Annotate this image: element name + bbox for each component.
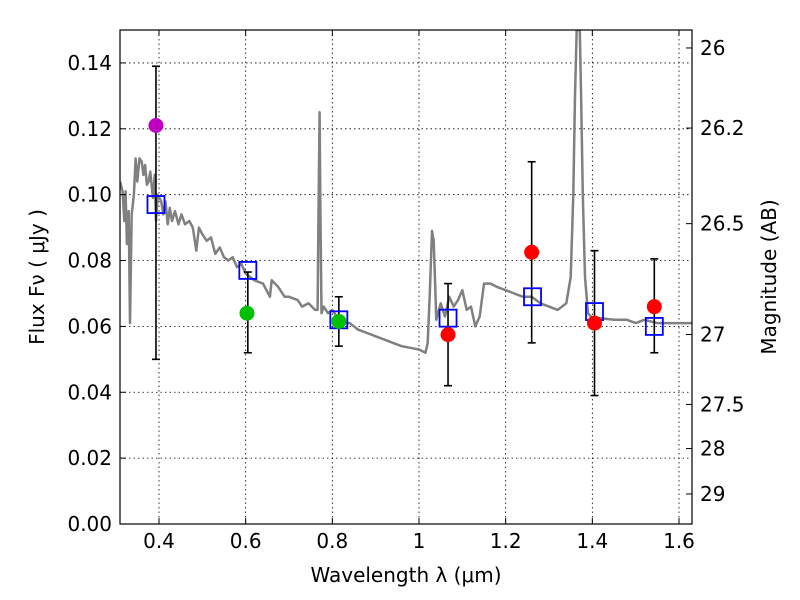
- x-tick-label: 1.2: [490, 529, 522, 553]
- photometry-point: [587, 315, 602, 331]
- model-point: [644, 316, 664, 336]
- x-tick-label: 0.6: [230, 529, 262, 553]
- y-tick-label: 0.00: [67, 512, 112, 536]
- photometry-point: [646, 299, 662, 315]
- model-point: [238, 261, 258, 280]
- y-tick-label: 0.04: [67, 380, 112, 404]
- photometry-point: [239, 305, 255, 321]
- model-points-layer: [146, 195, 664, 336]
- x-axis-ticks: 0.4 0.6 0.8 1 1.2 1.4 1.6: [143, 30, 695, 553]
- magnitude-axis-ticks: 26 26.2 26.5 27 27.5 28 29: [686, 36, 745, 506]
- y-tick-label: 0.02: [67, 446, 112, 470]
- spectrum-layer: [120, 30, 692, 354]
- magnitude-tick-label: 26: [700, 36, 725, 60]
- magnitude-tick-label: 29: [700, 482, 725, 506]
- y-axis-ticks: 0.00 0.02 0.04 0.06 0.08 0.10 0.12 0.14: [67, 51, 126, 536]
- magnitude-tick-label: 27: [700, 322, 725, 346]
- y-tick-label: 0.10: [67, 183, 112, 207]
- x-tick-label: 0.4: [143, 529, 175, 553]
- plot-frame: [119, 29, 693, 525]
- y-tick-label: 0.14: [67, 51, 112, 75]
- model-point: [146, 195, 166, 214]
- model-point: [523, 287, 542, 307]
- y-tick-label: 0.06: [67, 314, 112, 338]
- magnitude-tick-label: 26.5: [700, 212, 745, 236]
- magnitude-tick-label: 26.2: [700, 116, 745, 140]
- photometry-point: [331, 313, 347, 329]
- x-axis-label: Wavelength λ (μm): [310, 563, 501, 587]
- photometry-points-layer: [148, 118, 662, 343]
- y-tick-label: 0.08: [67, 249, 112, 273]
- photometry-point: [148, 118, 164, 134]
- model-point: [438, 308, 458, 328]
- x-tick-label: 0.8: [316, 529, 348, 553]
- x-tick-label: 1.4: [576, 529, 608, 553]
- magnitude-tick-label: 28: [700, 437, 725, 461]
- magnitude-axis-label: Magnitude (AB): [757, 199, 781, 354]
- x-tick-label: 1.6: [663, 529, 695, 553]
- y-tick-label: 0.12: [67, 117, 112, 141]
- model-spectrum-line: [120, 30, 692, 354]
- y-axis-label: Flux Fν ( μJy ): [25, 209, 49, 345]
- photometry-point: [524, 244, 540, 260]
- x-tick-label: 1: [413, 529, 426, 553]
- grid: [120, 30, 692, 525]
- photometry-point: [440, 327, 456, 343]
- magnitude-tick-label: 27.5: [700, 392, 745, 416]
